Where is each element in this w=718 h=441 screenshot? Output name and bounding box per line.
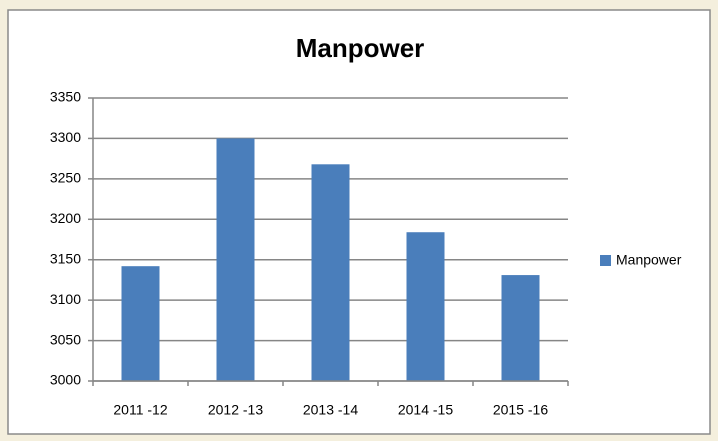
x-tick-label: 2012 -13 <box>208 402 263 418</box>
x-tick-label: 2014 -15 <box>398 402 453 418</box>
y-tick-label: 3350 <box>50 89 81 105</box>
x-tick-label: 2013 -14 <box>303 402 358 418</box>
legend-label: Manpower <box>616 252 682 268</box>
bar <box>216 138 255 381</box>
y-tick-label: 3300 <box>50 129 81 145</box>
bar <box>311 164 350 381</box>
y-tick-label: 3050 <box>50 331 81 347</box>
x-tick-label: 2015 -16 <box>493 402 548 418</box>
bar <box>501 275 540 381</box>
x-tick-label: 2011 -12 <box>113 402 167 418</box>
y-tick-label: 3100 <box>50 291 81 307</box>
bar <box>406 232 445 381</box>
y-tick-label: 3000 <box>50 372 81 388</box>
bar <box>121 266 160 381</box>
y-tick-label: 3200 <box>50 210 81 226</box>
y-tick-label: 3150 <box>50 250 81 266</box>
chart-title: Manpower <box>296 33 425 63</box>
legend-swatch <box>600 255 611 266</box>
y-tick-label: 3250 <box>50 170 81 186</box>
chart-frame <box>7 9 711 435</box>
